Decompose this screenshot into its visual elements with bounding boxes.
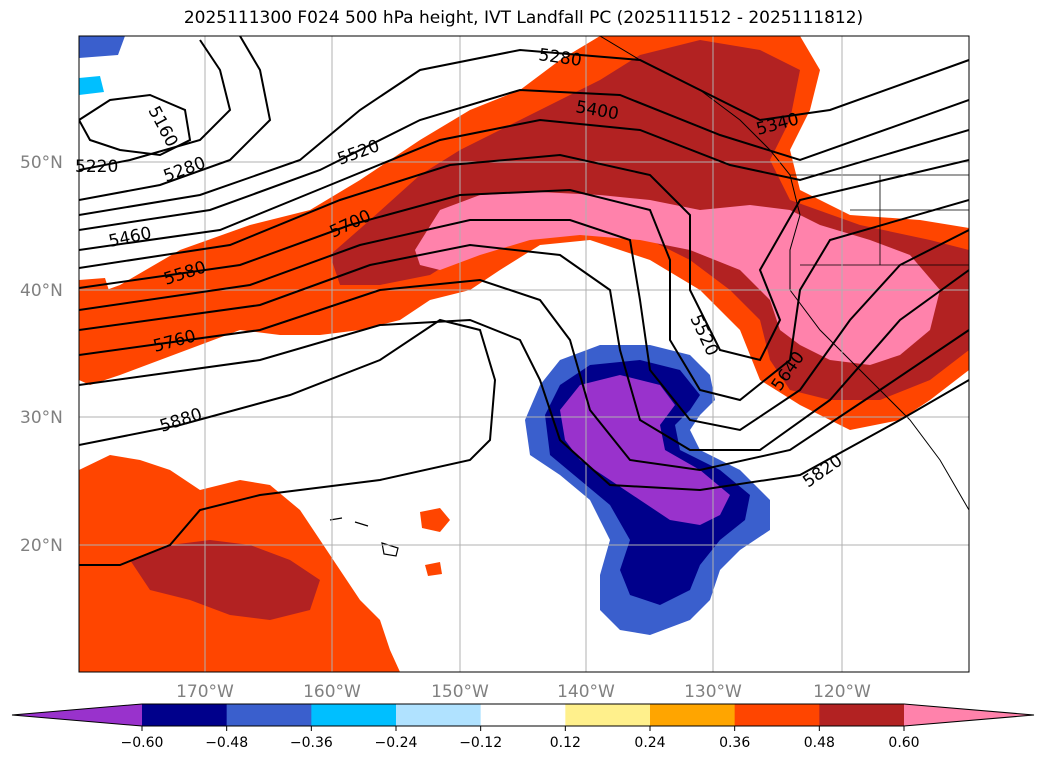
height-contour-5460 (79, 118, 969, 251)
colorbar-segment (396, 704, 482, 726)
height-contour-5640 (79, 219, 969, 432)
colorbar-segment (226, 704, 312, 726)
height-contours (79, 36, 969, 566)
colorbar-segment (480, 704, 566, 726)
colorbar-tick-label: −0.48 (205, 735, 248, 751)
colorbar-segment (311, 704, 397, 726)
height-contour-5820 (79, 318, 969, 492)
colorbar: −0.60 −0.48 −0.36 −0.24 −0.12 0.12 0.24 0.36 0.4… (11, 703, 1035, 751)
colorbar-extend-high (904, 704, 1034, 726)
lat-label: 20°N (20, 536, 63, 556)
colorbar-tick-label: 0.36 (719, 735, 750, 751)
colorbar-tick-label: −0.60 (121, 735, 164, 751)
height-contour-5580 (79, 188, 969, 402)
ivt-shading (79, 36, 969, 672)
ivt-negative-alaska-2 (79, 76, 104, 95)
lon-label: 130°W (684, 682, 742, 702)
map-frame (78, 35, 970, 673)
colorbar-extend-low (12, 704, 142, 726)
state-borders (790, 174, 969, 266)
height-contour-5280 (79, 36, 272, 201)
lon-label: 150°W (431, 682, 489, 702)
longitude-labels: 170°W 160°W 150°W 140°W 130°W 120°W (176, 682, 871, 702)
colorbar-segment (650, 704, 736, 726)
height-contour-5340 (79, 48, 969, 216)
height-contour-5880 (79, 318, 497, 566)
lon-label: 120°W (813, 682, 871, 702)
colorbar-tick-label: 0.12 (550, 735, 581, 751)
ivt-negative-alaska (79, 36, 125, 58)
latitude-labels: 50°N 40°N 30°N 20°N (20, 153, 63, 556)
ivt-negative-core (560, 375, 730, 525)
lon-label: 140°W (557, 682, 615, 702)
colorbar-tick-label: 0.48 (804, 735, 835, 751)
colorbar-tick-label: 0.24 (634, 735, 665, 751)
lon-label: 170°W (176, 682, 234, 702)
lon-label: 160°W (303, 682, 361, 702)
ivt-positive-dark-south (130, 540, 320, 620)
height-contour-5160 (79, 93, 192, 157)
colorbar-tick-label: 0.60 (888, 735, 919, 751)
lat-label: 30°N (20, 408, 63, 428)
ivt-positive-spot-1 (420, 508, 450, 532)
colorbar-segment (142, 704, 228, 726)
height-contour-5520 (79, 153, 969, 362)
height-contour-5700 (79, 243, 969, 451)
colorbar-segment (819, 704, 905, 726)
colorbar-tick-label: −0.36 (290, 735, 333, 751)
height-contour-5400 (79, 88, 969, 231)
lat-label: 40°N (20, 281, 63, 301)
colorbar-tick-label: −0.24 (375, 735, 418, 751)
height-contour-5220 (79, 39, 232, 171)
map-title: 2025111300 F024 500 hPa height, IVT Land… (183, 8, 864, 28)
ivt-positive-spot-2 (425, 562, 442, 576)
colorbar-segment (734, 704, 820, 726)
contour-label: 5220 (75, 157, 118, 177)
height-contour-5760 (79, 278, 969, 472)
colorbar-tick-label: −0.12 (459, 735, 502, 751)
colorbar-segment (565, 704, 651, 726)
ivt-positive-core (415, 192, 940, 365)
lat-label: 50°N (20, 153, 63, 173)
